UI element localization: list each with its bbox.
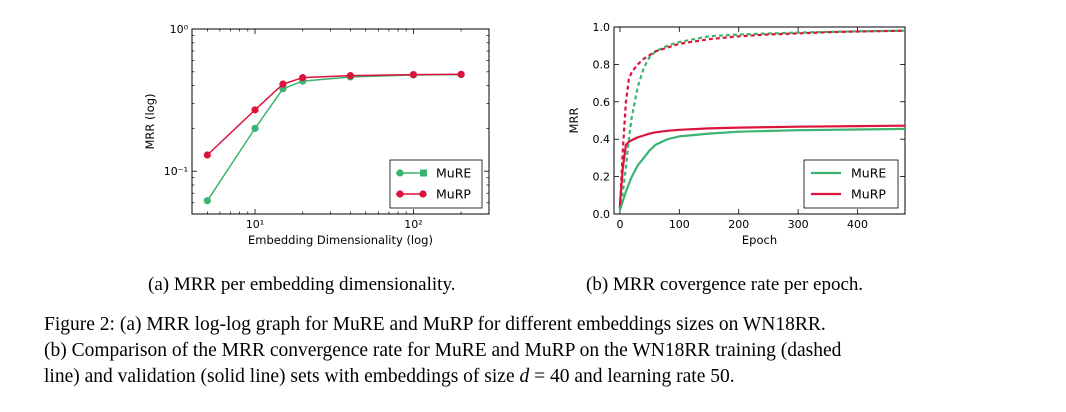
data-point-murp	[299, 74, 307, 82]
caption-line-3-end: = 40 and learning rate 50.	[529, 366, 735, 387]
x-tick-label: 0	[616, 218, 623, 231]
legend-label: MuRE	[851, 166, 886, 181]
x-tick-label: 400	[847, 218, 868, 231]
legend-marker	[419, 190, 427, 198]
chart-a-mrr-vs-dimensionality: 10¹ 10² 10⁻¹ 10⁰ Embedding Dimensionality (l…	[143, 23, 490, 247]
figure-caption: Figure 2: (a) MRR log-log graph for MuRE…	[44, 312, 1054, 390]
data-point-murp	[346, 72, 354, 80]
y-tick-label: 10⁻¹	[164, 165, 188, 178]
legend-marker	[396, 190, 404, 198]
data-point-murp	[203, 151, 211, 159]
data-point-murp	[279, 80, 287, 88]
x-axis-label: Epoch	[742, 233, 777, 247]
x-tick-label: 200	[728, 218, 749, 231]
legend-box	[389, 159, 483, 209]
plot-frame	[613, 26, 906, 215]
y-tick-label: 0.6	[593, 96, 611, 109]
caption-line-1: Figure 2: (a) MRR log-log graph for MuRE…	[44, 314, 826, 335]
y-tick-label: 0.2	[593, 171, 611, 184]
data-point-mure	[251, 124, 259, 132]
data-point-murp	[409, 70, 418, 79]
legend-box	[803, 159, 899, 209]
subcaption-b: (b) MRR covergence rate per epoch.	[586, 274, 864, 295]
x-tick-label: 10¹	[246, 218, 264, 231]
x-axis-label: Embedding Dimensionality (log)	[248, 233, 433, 247]
y-tick-label: 0.4	[593, 133, 611, 146]
y-tick-label: 10⁰	[170, 23, 189, 36]
legend-marker	[420, 169, 427, 177]
subcaption-a: (a) MRR per embedding dimensionality.	[148, 274, 456, 295]
x-tick-label: 300	[788, 218, 809, 231]
data-point-murp	[457, 70, 465, 78]
chart-b-mrr-convergence: 0 100 200 300 400 0.0 0.2 0.4 0.6 0.8 1.0 Epoch MRR M…	[567, 21, 906, 247]
y-axis-label: MRR	[567, 108, 581, 134]
y-tick-label: 0.0	[593, 208, 611, 221]
plot-frame	[191, 28, 490, 215]
caption-line-3: line) and validation (solid line) sets w…	[44, 364, 1054, 390]
series-line-mure-train	[618, 29, 906, 211]
legend-label: MuRE	[436, 166, 471, 181]
caption-variable-d: d	[519, 366, 530, 387]
series-line-murp-validation	[618, 124, 906, 205]
caption-line-2: (b) Comparison of the MRR convergence ra…	[44, 340, 842, 361]
caption-line-3-start: line) and validation (solid line) sets w…	[44, 366, 520, 387]
y-axis-label: MRR (log)	[143, 93, 157, 149]
series-line-mure-validation	[618, 127, 906, 211]
series-line-murp-train	[618, 29, 906, 209]
legend-marker	[396, 169, 404, 177]
legend-label: MuRP	[436, 187, 471, 202]
data-point-mure	[203, 197, 211, 205]
x-tick-label: 100	[669, 218, 690, 231]
data-point-murp	[251, 106, 259, 114]
y-tick-label: 1.0	[593, 21, 611, 34]
legend-label: MuRP	[851, 187, 886, 202]
y-tick-label: 0.8	[593, 58, 611, 71]
x-tick-label: 10²	[404, 218, 422, 231]
